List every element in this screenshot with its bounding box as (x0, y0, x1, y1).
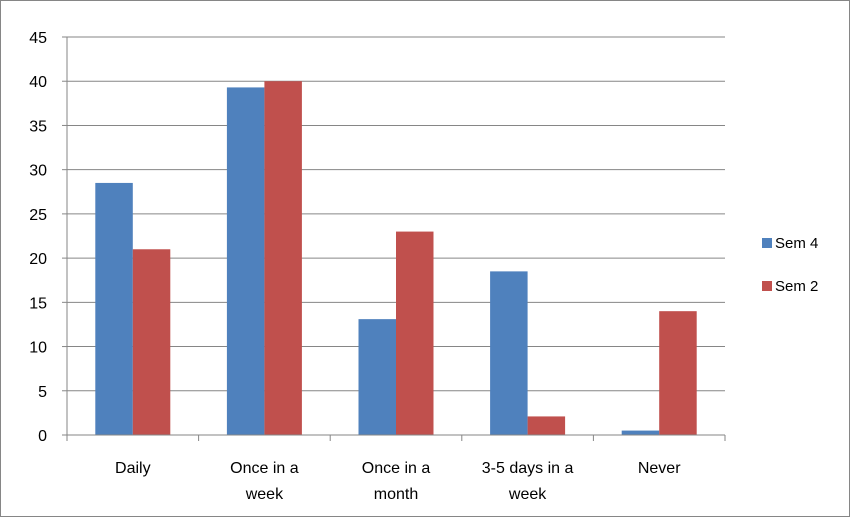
legend-swatch (762, 281, 772, 291)
y-tick-label: 30 (29, 163, 47, 180)
bars (95, 81, 697, 435)
x-category-label: Never (638, 460, 681, 477)
y-tick-label: 0 (38, 428, 47, 445)
bar-sem-2 (264, 81, 302, 435)
bar-sem-2 (396, 231, 434, 435)
bar-sem-4 (226, 87, 265, 435)
x-category-label: Once in a month (362, 460, 431, 503)
legend: Sem 4 Sem 2 (762, 235, 818, 295)
y-tick-label: 5 (38, 384, 47, 401)
bar-sem-4 (621, 430, 660, 435)
y-tick-label: 10 (29, 340, 47, 357)
bar-sem-4 (95, 182, 133, 435)
legend-swatch (762, 238, 772, 248)
x-category-label: Once in a week (230, 460, 299, 503)
axes (62, 36, 726, 441)
legend-label: Sem 2 (775, 278, 818, 295)
y-tick-label: 45 (29, 30, 47, 47)
x-category-label: 3-5 days in a week (482, 460, 574, 503)
gridlines (67, 36, 725, 392)
y-tick-labels: 0 5 10 15 20 25 30 35 40 45 (29, 30, 47, 445)
bar-sem-2 (132, 249, 171, 435)
y-tick-label: 40 (29, 74, 47, 91)
y-tick-label: 25 (29, 207, 47, 224)
x-category-label: Daily (115, 460, 151, 477)
bar-sem-2 (659, 311, 697, 435)
bar-sem-2 (527, 416, 566, 435)
legend-label: Sem 4 (775, 235, 818, 252)
bar-sem-4 (358, 319, 396, 435)
bar-sem-4 (490, 271, 528, 435)
y-tick-label: 35 (29, 118, 47, 135)
y-tick-label: 20 (29, 251, 47, 268)
y-tick-label: 15 (29, 295, 47, 312)
category-labels: Daily Once in a week Once in a month 3-5 days… (115, 460, 681, 503)
